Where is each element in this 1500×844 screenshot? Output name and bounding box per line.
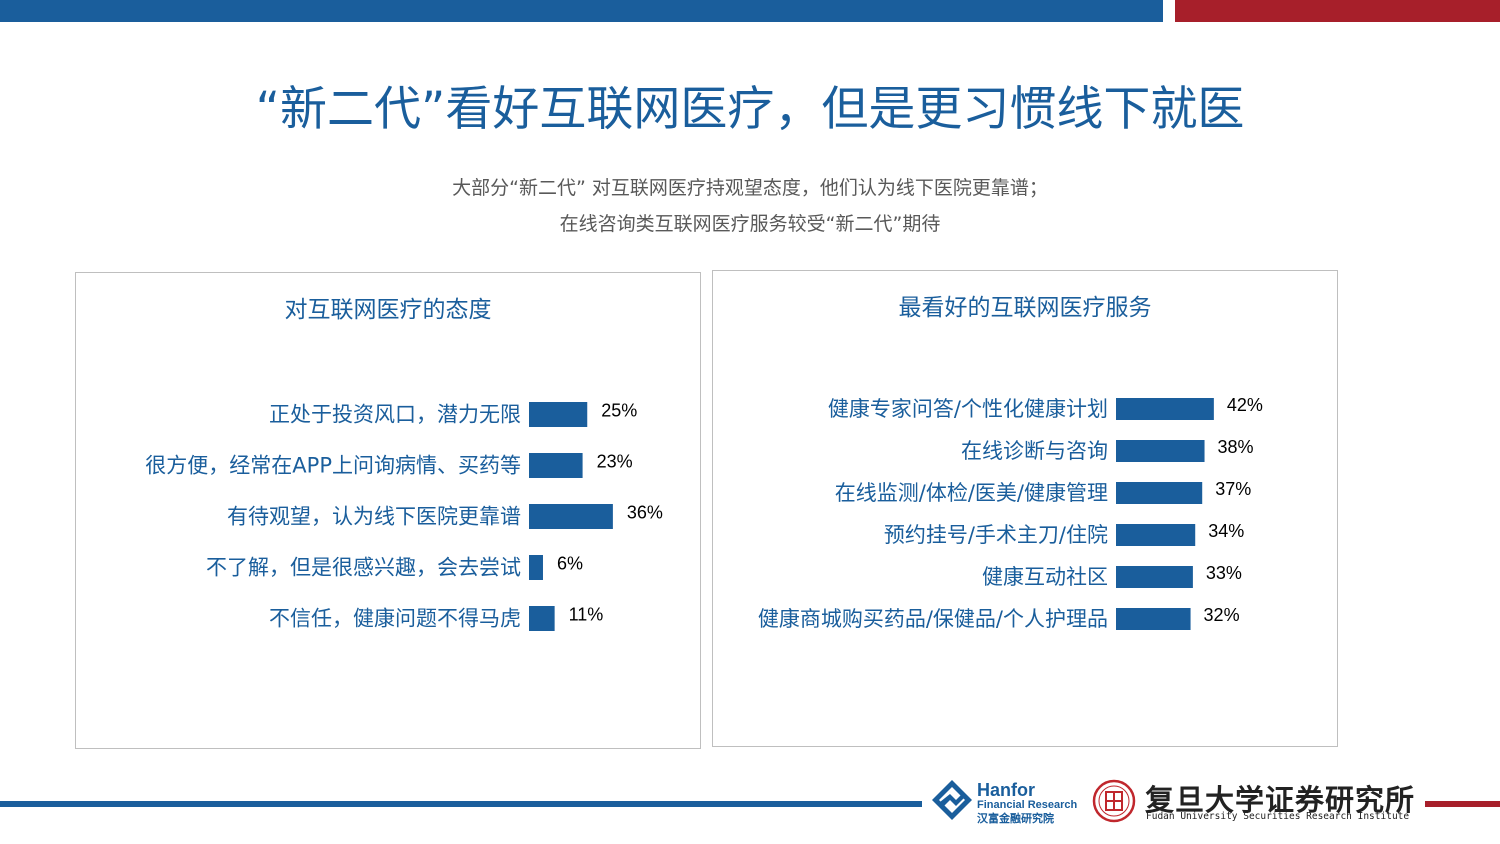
top-accent-bar-blue <box>0 0 1163 22</box>
footer-line-red <box>1425 801 1500 807</box>
value-label-1-2: 37% <box>1215 479 1251 499</box>
footer-line-blue <box>0 801 922 807</box>
category-label-0-2: 有待观望，认为线下医院更靠谱 <box>227 505 521 529</box>
value-label-1-3: 34% <box>1208 521 1244 541</box>
category-label-0-1: 很方便，经常在APP上问询病情、买药等 <box>145 454 521 478</box>
bar-1-3 <box>1116 524 1196 546</box>
chart-panel-services: 最看好的互联网医疗服务 健康专家问答/个性化健康计划 42% 在线诊断与咨询 38% 在… <box>712 270 1338 747</box>
value-label-1-4: 33% <box>1206 563 1242 583</box>
category-label-0-4: 不信任，健康问题不得马虎 <box>269 607 521 631</box>
bar-0-2 <box>529 504 613 529</box>
subtitle-line-1: 大部分“新二代” 对互联网医疗持观望态度，他们认为线下医院更靠谱； <box>452 177 1048 199</box>
bar-0-0 <box>529 402 588 427</box>
category-label-1-1: 在线诊断与咨询 <box>961 439 1108 463</box>
chart-title-attitude: 对互联网医疗的态度 <box>284 297 492 323</box>
bar-chart-services: 健康专家问答/个性化健康计划 42% 在线诊断与咨询 38% 在线监测/体检/医美/健康… <box>758 395 1263 631</box>
bar-chart-attitude: 正处于投资风口，潜力无限 25% 很方便，经常在APP上问询病情、买药等 23% 有待观… <box>145 401 663 631</box>
hanfor-name: Hanfor <box>977 780 1035 800</box>
bar-0-3 <box>529 555 543 580</box>
value-label-0-3: 6% <box>557 554 583 574</box>
bar-1-2 <box>1116 482 1203 504</box>
value-label-0-1: 23% <box>597 452 633 472</box>
fudan-seal-icon <box>1092 779 1136 823</box>
category-label-0-0: 正处于投资风口，潜力无限 <box>269 403 521 427</box>
value-label-1-0: 42% <box>1227 395 1263 415</box>
value-label-1-1: 38% <box>1218 437 1254 457</box>
category-label-1-2: 在线监测/体检/医美/健康管理 <box>835 481 1108 505</box>
bar-1-5 <box>1116 608 1191 630</box>
fudan-english-name: Fudan University Securities Research Ins… <box>1146 811 1410 822</box>
category-label-1-5: 健康商城购买药品/保健品/个人护理品 <box>758 607 1108 631</box>
chart-panel-attitude: 对互联网医疗的态度 正处于投资风口，潜力无限 25% 很方便，经常在APP上问询病情… <box>75 272 701 749</box>
bar-1-1 <box>1116 440 1205 462</box>
bar-0-4 <box>529 606 555 631</box>
category-label-1-3: 预约挂号/手术主刀/住院 <box>884 523 1108 547</box>
category-label-0-3: 不了解，但是很感兴趣，会去尝试 <box>206 556 521 580</box>
hanfor-chinese-name: 汉富金融研究院 <box>977 812 1054 825</box>
category-label-1-4: 健康互动社区 <box>982 565 1108 589</box>
top-accent-bar-red <box>1175 0 1500 22</box>
subtitle-line-2: 在线咨询类互联网医疗服务较受“新二代”期待 <box>559 213 941 235</box>
value-label-0-2: 36% <box>627 503 663 523</box>
value-label-0-0: 25% <box>601 401 637 421</box>
fudan-chinese-name: 复旦大学证券研究所 <box>1145 783 1416 817</box>
hanfor-wordmark: Hanfor Financial Research 汉富金融研究院 <box>977 781 1077 824</box>
bar-0-1 <box>529 453 583 478</box>
value-label-1-5: 32% <box>1204 605 1240 625</box>
value-label-0-4: 11% <box>569 605 604 625</box>
hanfor-logo-icon <box>932 780 972 820</box>
chart-title-services: 最看好的互联网医疗服务 <box>898 295 1152 321</box>
bar-1-0 <box>1116 398 1214 420</box>
category-label-1-0: 健康专家问答/个性化健康计划 <box>828 397 1108 421</box>
bar-1-4 <box>1116 566 1193 588</box>
page-title: “新二代”看好互联网医疗，但是更习惯线下就医 <box>255 82 1245 137</box>
hanfor-subtitle: Financial Research <box>977 799 1078 811</box>
